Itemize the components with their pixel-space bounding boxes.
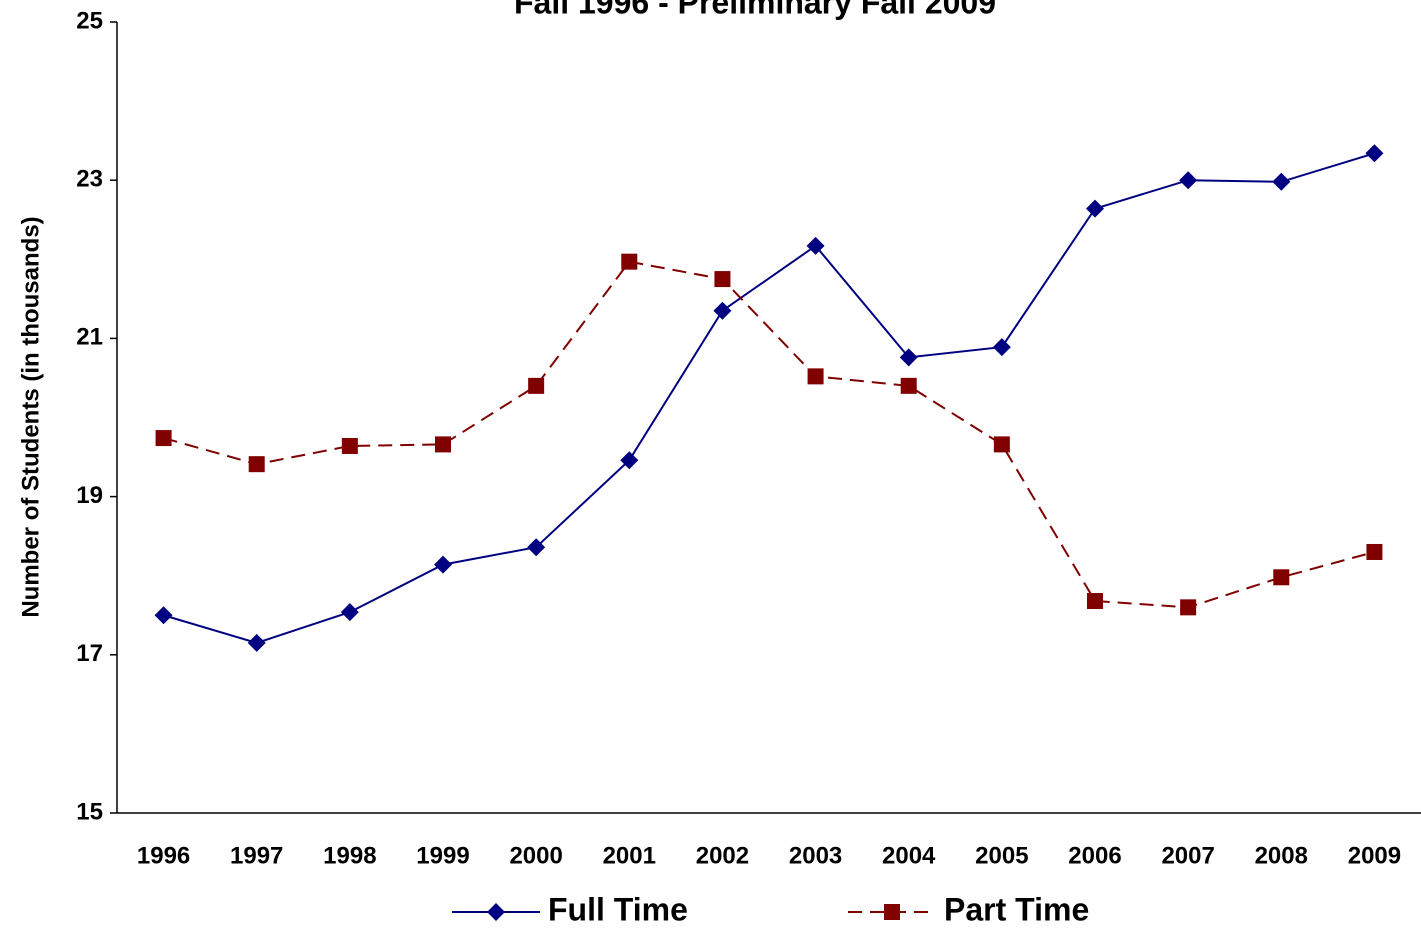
data-point [900, 377, 917, 394]
data-point [621, 253, 638, 270]
data-point [528, 377, 545, 394]
data-point [1180, 599, 1197, 616]
y-tick-label: 15 [76, 798, 103, 825]
y-tick-label: 17 [76, 640, 103, 667]
x-tick-label: 2001 [603, 842, 656, 869]
x-tick-label: 2003 [789, 842, 842, 869]
x-tick-label: 1998 [323, 842, 376, 869]
x-tick-label: 1997 [230, 842, 283, 869]
y-tick-label: 21 [76, 324, 103, 351]
data-point [435, 436, 451, 453]
legend-marker [487, 903, 505, 921]
data-point [1273, 569, 1290, 586]
data-point [992, 338, 1011, 357]
x-tick-label: 2004 [882, 842, 936, 869]
data-point [1365, 144, 1384, 163]
x-tick-label: 2009 [1348, 842, 1401, 869]
x-tick-label: 2007 [1161, 842, 1214, 869]
data-point [340, 603, 359, 622]
y-tick-label: 23 [76, 166, 103, 193]
data-point [1272, 172, 1291, 191]
data-point [714, 271, 731, 288]
data-point [807, 368, 824, 385]
data-point [899, 348, 918, 367]
data-point [1366, 543, 1383, 560]
data-point [247, 633, 266, 652]
chart-title: Fall 1996 - Preliminary Fall 2009 [514, 0, 996, 20]
x-tick-label: 1996 [137, 842, 190, 869]
data-point [154, 606, 173, 625]
data-point [713, 301, 732, 320]
series-line [163, 260, 1375, 609]
data-point [341, 437, 358, 454]
y-tick-label: 19 [76, 482, 103, 509]
data-point [434, 555, 452, 574]
x-tick-label: 1999 [416, 842, 469, 869]
data-point [993, 436, 1010, 453]
x-tick-label: 2006 [1068, 842, 1121, 869]
data-point [527, 538, 546, 557]
legend-label: Full Time [548, 891, 688, 927]
legend-marker [884, 904, 900, 920]
x-tick-label: 2000 [509, 842, 562, 869]
x-tick-label: 2005 [975, 842, 1028, 869]
data-point [155, 430, 172, 447]
legend-label: Part Time [944, 891, 1089, 927]
data-point [620, 451, 639, 470]
x-tick-label: 2002 [696, 842, 749, 869]
series-line [163, 152, 1375, 644]
y-axis-label: Number of Students (in thousands) [17, 216, 44, 617]
y-tick-label: 25 [76, 7, 103, 34]
data-point [806, 236, 825, 255]
data-point [1179, 171, 1198, 190]
data-point [1086, 199, 1104, 218]
data-point [248, 456, 265, 473]
data-point [1087, 593, 1103, 610]
x-tick-label: 2008 [1255, 842, 1308, 869]
